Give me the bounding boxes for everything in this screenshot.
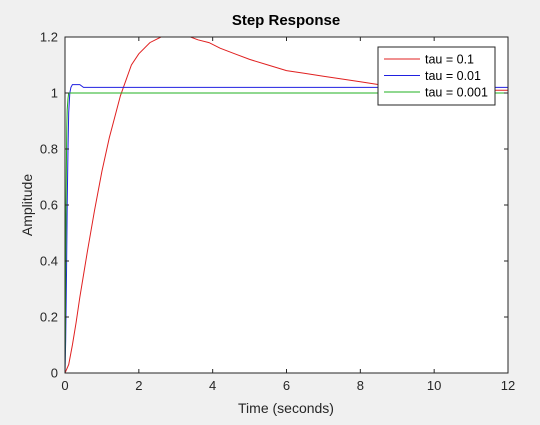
legend-label-3: tau = 0.001 (425, 86, 488, 100)
legend[interactable]: tau = 0.1 tau = 0.01 tau = 0.001 (377, 46, 496, 106)
x-tick-label-0: 0 (61, 378, 68, 393)
legend-label-1: tau = 0.1 (425, 53, 474, 67)
x-axis-label: Time (seconds) (238, 400, 334, 416)
series-line-3 (64, 92, 508, 374)
chart-title: Step Response (232, 12, 340, 29)
y-tick-label-4: 0.8 (40, 142, 58, 157)
x-tick-label-3: 6 (283, 378, 290, 393)
y-tick-label-6: 1.2 (40, 30, 58, 45)
x-tick-label-5: 10 (427, 378, 441, 393)
y-tick-label-2: 0.4 (40, 254, 58, 269)
y-tick-label-1: 0.2 (40, 310, 58, 325)
y-tick-label-0: 0 (51, 366, 58, 381)
y-tick-label-5: 1 (51, 86, 58, 101)
x-axis-ticks: 0 2 4 6 8 10 12 (61, 37, 515, 393)
x-tick-label-6: 12 (501, 378, 515, 393)
legend-label-2: tau = 0.01 (425, 69, 481, 83)
y-tick-label-3: 0.6 (40, 198, 58, 213)
x-tick-label-4: 8 (357, 378, 364, 393)
y-axis-ticks: 0 0.2 0.4 0.6 0.8 1 1.2 (40, 30, 508, 381)
x-tick-label-2: 4 (209, 378, 216, 393)
x-tick-label-1: 2 (135, 378, 142, 393)
y-axis-label: Amplitude (19, 174, 35, 236)
